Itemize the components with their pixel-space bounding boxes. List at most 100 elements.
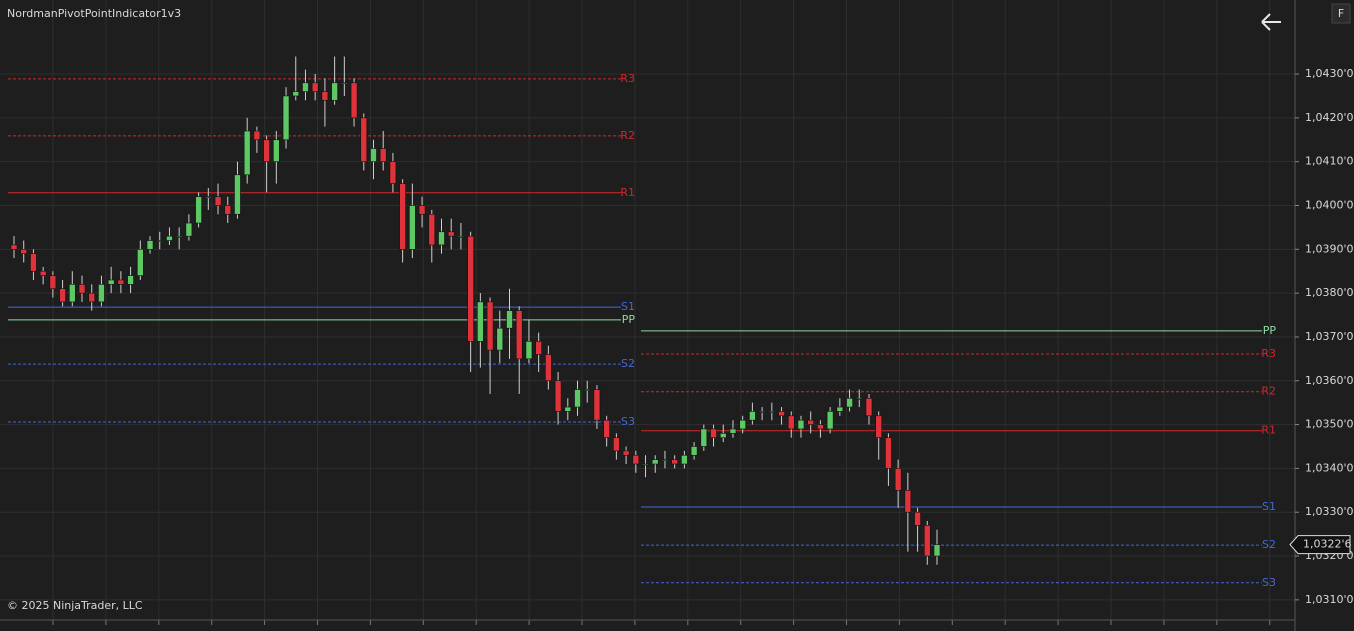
candle-body bbox=[438, 231, 445, 246]
last-price-marker bbox=[1289, 535, 1351, 555]
pivot-label: S2 bbox=[621, 357, 635, 370]
y-tick-label: 1,0380'0 bbox=[1305, 286, 1354, 299]
candle-body bbox=[137, 249, 144, 276]
candle-body bbox=[117, 279, 125, 285]
candle-body bbox=[447, 231, 455, 237]
candle-body bbox=[341, 82, 348, 85]
pivot-label: S3 bbox=[621, 415, 635, 428]
candle-body bbox=[729, 428, 737, 434]
indicator-title: NordmanPivotPointIndicator1v3 bbox=[7, 7, 181, 20]
candle-body bbox=[156, 240, 164, 242]
y-tick-label: 1,0410'0 bbox=[1305, 155, 1354, 168]
back-button[interactable] bbox=[1261, 13, 1281, 31]
candle-body bbox=[370, 148, 377, 162]
candle-body bbox=[302, 82, 309, 92]
y-tick-label: 1,0400'0 bbox=[1305, 198, 1354, 211]
candle-body bbox=[506, 310, 513, 329]
candle-body bbox=[146, 240, 154, 250]
candle-body bbox=[545, 354, 552, 382]
candle-body bbox=[671, 459, 678, 465]
candle-body bbox=[923, 525, 931, 557]
candle-body bbox=[409, 205, 416, 250]
y-tick-label: 1,0370'0 bbox=[1305, 330, 1354, 343]
candle-body bbox=[574, 389, 581, 408]
candle-body bbox=[78, 284, 86, 294]
y-tick-label: 1,0340'0 bbox=[1305, 461, 1354, 474]
candle-body bbox=[642, 463, 649, 466]
candle-body bbox=[535, 341, 542, 355]
pivot-label: R1 bbox=[1261, 424, 1276, 437]
pivot-label: S3 bbox=[1262, 576, 1276, 589]
candle-body bbox=[807, 419, 814, 425]
candle-body bbox=[253, 130, 261, 141]
candle-body bbox=[865, 397, 873, 417]
candle-body bbox=[311, 82, 319, 92]
candle-body bbox=[593, 389, 601, 421]
candle-body bbox=[681, 454, 688, 465]
candle-body bbox=[933, 544, 941, 557]
candle-body bbox=[292, 91, 300, 97]
candle-body bbox=[282, 95, 290, 141]
candle-body bbox=[622, 450, 630, 456]
candle-body bbox=[88, 292, 96, 303]
candle-body bbox=[797, 419, 805, 430]
candle-body bbox=[389, 161, 397, 184]
pivot-label: PP bbox=[1263, 324, 1277, 337]
candle-body bbox=[49, 275, 57, 290]
candle-body bbox=[360, 117, 368, 162]
candle-body bbox=[195, 196, 202, 224]
candle-body bbox=[98, 284, 105, 303]
candle-body bbox=[855, 397, 863, 400]
candle-body bbox=[904, 490, 912, 513]
candle-body bbox=[525, 341, 533, 360]
last-price-label: 1,0322'6 bbox=[1303, 538, 1352, 551]
candle-body bbox=[185, 222, 193, 237]
candle-body bbox=[263, 139, 270, 162]
candle-body bbox=[690, 446, 698, 456]
candle-body bbox=[885, 437, 892, 469]
candle-body bbox=[787, 415, 795, 430]
pivot-label: R3 bbox=[1261, 347, 1276, 360]
candle-body bbox=[20, 249, 28, 254]
candle-body bbox=[554, 380, 562, 412]
candle-body bbox=[127, 275, 134, 285]
y-tick-label: 1,0360'0 bbox=[1305, 374, 1354, 387]
y-tick-label: 1,0430'0 bbox=[1305, 67, 1354, 80]
candle-body bbox=[457, 235, 465, 238]
candle-body bbox=[836, 406, 844, 412]
candle-body bbox=[214, 196, 222, 206]
candle-body bbox=[379, 148, 387, 162]
candle-body bbox=[758, 411, 766, 413]
f-button-label[interactable]: F bbox=[1338, 7, 1344, 20]
candle-body bbox=[632, 454, 640, 465]
candle-body bbox=[749, 411, 756, 421]
candle-body bbox=[739, 419, 746, 430]
f-button[interactable] bbox=[1331, 3, 1351, 24]
candle-body bbox=[826, 411, 834, 430]
y-tick-label: 1,0420'0 bbox=[1305, 111, 1354, 124]
candle-body bbox=[39, 270, 47, 276]
candle-body bbox=[418, 205, 426, 215]
candle-body bbox=[700, 428, 708, 447]
candle-body bbox=[205, 196, 212, 199]
candle-body bbox=[166, 235, 173, 241]
pivot-label: S1 bbox=[621, 300, 635, 313]
candle-body bbox=[894, 468, 902, 491]
pivot-label: S1 bbox=[1262, 500, 1276, 513]
pivot-label: R1 bbox=[620, 186, 635, 199]
candle-body bbox=[914, 511, 921, 526]
candle-body bbox=[321, 91, 329, 101]
candle-body bbox=[428, 213, 436, 246]
candle-body bbox=[875, 415, 883, 439]
candle-body bbox=[846, 397, 853, 408]
candle-body bbox=[583, 389, 591, 391]
candle-body bbox=[496, 327, 504, 351]
candle-body bbox=[350, 82, 358, 119]
y-tick-label: 1,0310'0 bbox=[1305, 593, 1354, 606]
y-tick-label: 1,0330'0 bbox=[1305, 505, 1354, 518]
candle-body bbox=[234, 174, 241, 215]
pivot-label: R2 bbox=[1261, 385, 1276, 398]
pivot-label: PP bbox=[622, 313, 636, 326]
